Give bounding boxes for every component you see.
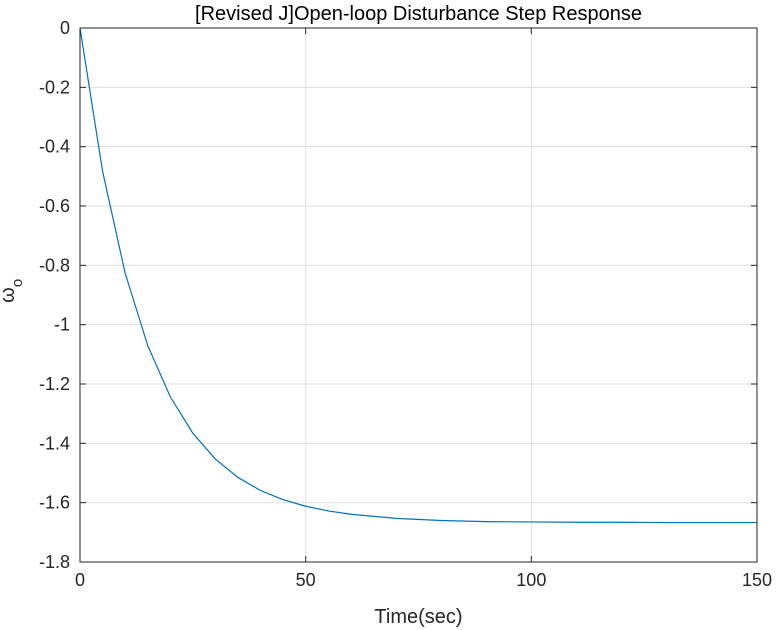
y-tick-label: 0 (60, 18, 70, 38)
y-tick-label: -1.2 (39, 374, 70, 394)
y-tick-label: -0.6 (39, 196, 70, 216)
series-line (79, 27, 757, 524)
chart-title: [Revised J]Open-loop Disturbance Step Re… (195, 3, 642, 25)
y-axis-symbol: ω (0, 287, 19, 303)
y-tick-label: -1.6 (39, 493, 70, 513)
y-tick-label: -1.4 (39, 433, 70, 453)
y-tick-label: -0.4 (39, 137, 70, 157)
y-axis-subscript: o (9, 279, 26, 287)
y-tick-label: -1.8 (39, 552, 70, 572)
y-tick-label: -0.2 (39, 77, 70, 97)
x-tick-label: 150 (742, 570, 772, 590)
y-tick-label: -0.8 (39, 255, 70, 275)
x-tick-label: 50 (296, 570, 316, 590)
x-tick-label: 0 (75, 570, 85, 590)
y-tick-label: -1 (54, 315, 70, 335)
y-axis-title: ω o (0, 279, 26, 303)
grid (80, 28, 757, 562)
ticks (79, 27, 758, 563)
x-axis-title: Time(sec) (374, 606, 462, 628)
series-layer (79, 27, 757, 524)
tick-labels: 0 50 100 150 0 -0.2 -0.4 -0.6 -0.8 -1 -1.2 -1.4 -1.6… (39, 18, 772, 590)
x-tick-label: 100 (516, 570, 546, 590)
plot-frame (79, 27, 758, 563)
